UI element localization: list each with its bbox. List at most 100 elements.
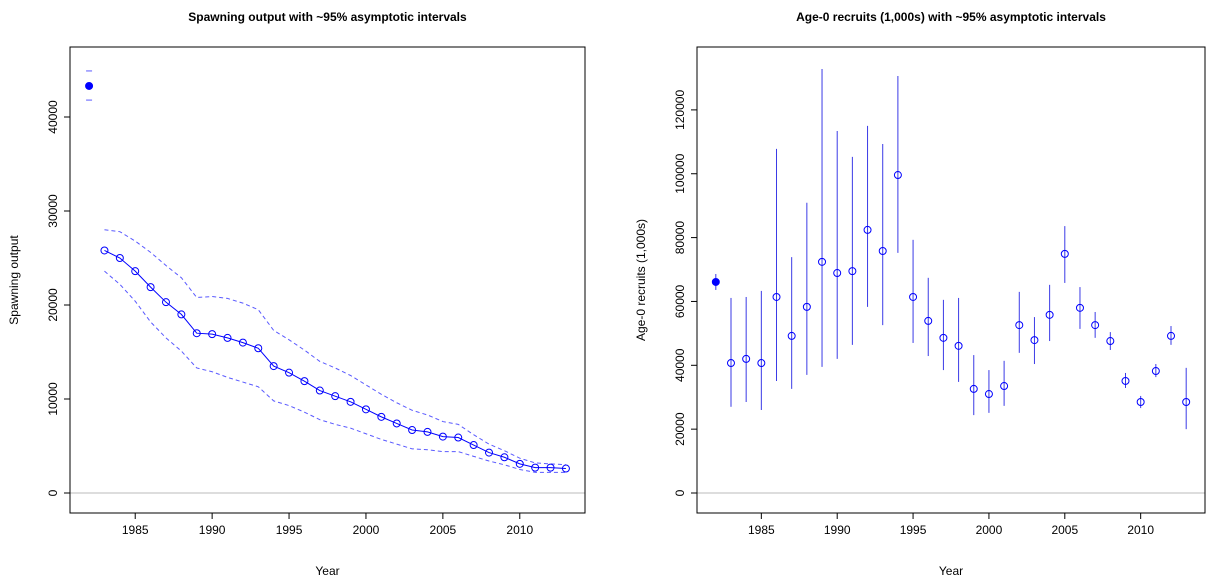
data-point xyxy=(969,384,978,393)
data-point xyxy=(1167,331,1176,340)
data-point xyxy=(331,392,340,401)
y-tick-label: 120000 xyxy=(673,90,687,130)
data-point xyxy=(772,292,781,301)
y-tick-label: 0 xyxy=(46,489,60,496)
data-point xyxy=(909,292,918,301)
data-point xyxy=(85,81,94,90)
plot-frame xyxy=(69,46,586,514)
x-tick-label: 1990 xyxy=(199,523,226,537)
data-point xyxy=(924,316,933,325)
y-tick-label: 40000 xyxy=(46,100,60,134)
x-tick-label: 2005 xyxy=(430,523,457,537)
chart-title: Spawning output with ~95% asymptotic int… xyxy=(188,10,467,24)
data-point xyxy=(1182,398,1191,407)
data-point xyxy=(100,246,109,255)
y-tick-label: 0 xyxy=(673,489,687,496)
data-point xyxy=(531,463,540,472)
data-point xyxy=(438,432,447,441)
data-point xyxy=(878,247,887,256)
x-tick-label: 2005 xyxy=(1051,523,1078,537)
data-point xyxy=(863,225,872,234)
data-point xyxy=(1045,310,1054,319)
data-point xyxy=(192,329,201,338)
data-point xyxy=(848,267,857,276)
line xyxy=(104,250,566,470)
data-point xyxy=(1030,336,1039,345)
x-tick-label: 1985 xyxy=(748,523,775,537)
data-point xyxy=(392,419,401,428)
x-tick-label: 1995 xyxy=(276,523,303,537)
data-point xyxy=(742,354,751,363)
x-axis-label: Year xyxy=(939,564,963,578)
data-point xyxy=(984,390,993,399)
data-point xyxy=(515,459,524,468)
data-point xyxy=(500,453,509,462)
y-tick-label: 30000 xyxy=(46,194,60,228)
y-tick-label: 40000 xyxy=(673,348,687,382)
x-tick-label: 1985 xyxy=(122,523,149,537)
data-point xyxy=(818,257,827,266)
data-point xyxy=(757,359,766,368)
data-point xyxy=(954,341,963,350)
y-axis-label: Spawning output xyxy=(7,235,21,325)
data-point xyxy=(833,269,842,278)
x-axis-label: Year xyxy=(315,564,339,578)
data-point xyxy=(1151,367,1160,376)
data-point xyxy=(115,253,124,262)
data-point xyxy=(711,277,720,286)
data-point xyxy=(346,397,355,406)
data-point xyxy=(300,377,309,386)
data-point xyxy=(939,333,948,342)
data-point xyxy=(408,426,417,435)
x-tick-label: 1990 xyxy=(824,523,851,537)
data-point xyxy=(161,298,170,307)
data-point xyxy=(1106,337,1115,346)
data-point xyxy=(361,405,370,414)
data-point xyxy=(561,464,570,473)
data-point xyxy=(454,433,463,442)
interval-line xyxy=(104,270,566,473)
data-point xyxy=(285,368,294,377)
data-point xyxy=(269,362,278,371)
x-tick-label: 2010 xyxy=(506,523,533,537)
x-tick-label: 2010 xyxy=(1127,523,1154,537)
data-point xyxy=(177,310,186,319)
data-point xyxy=(1015,321,1024,330)
data-point xyxy=(377,412,386,421)
data-point xyxy=(1075,303,1084,312)
data-point xyxy=(893,171,902,180)
data-point xyxy=(546,463,555,472)
data-point xyxy=(485,448,494,457)
data-point xyxy=(238,338,247,347)
y-tick-label: 10000 xyxy=(46,382,60,416)
y-tick-label: 100000 xyxy=(673,153,687,193)
interval-line xyxy=(104,229,566,466)
data-point xyxy=(208,330,217,339)
x-tick-label: 1995 xyxy=(900,523,927,537)
y-tick-label: 80000 xyxy=(673,221,687,255)
data-point xyxy=(469,441,478,450)
x-tick-label: 2000 xyxy=(353,523,380,537)
data-point xyxy=(146,283,155,292)
y-axis-label: Age-0 recruits (1,000s) xyxy=(634,219,648,341)
data-point xyxy=(1091,321,1100,330)
data-point xyxy=(315,386,324,395)
data-point xyxy=(1000,382,1009,391)
data-point xyxy=(802,302,811,311)
chart-title: Age-0 recruits (1,000s) with ~95% asympt… xyxy=(796,10,1106,24)
plot-frame xyxy=(696,46,1206,514)
x-tick-label: 2000 xyxy=(976,523,1003,537)
y-tick-label: 60000 xyxy=(673,284,687,318)
data-point xyxy=(1121,376,1130,385)
y-tick-label: 20000 xyxy=(46,288,60,322)
data-point xyxy=(423,427,432,436)
data-point xyxy=(254,344,263,353)
data-point xyxy=(726,359,735,368)
y-tick-label: 20000 xyxy=(673,412,687,446)
data-point xyxy=(223,333,232,342)
data-point xyxy=(1060,249,1069,258)
data-point xyxy=(131,267,140,276)
data-point xyxy=(1136,398,1145,407)
